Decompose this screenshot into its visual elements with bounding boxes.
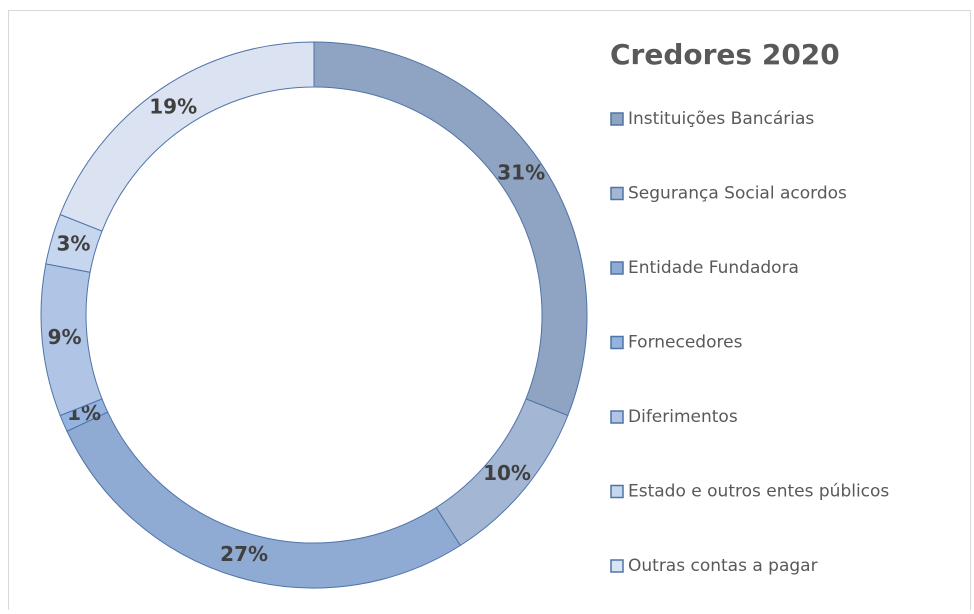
chart-title: Credores 2020 (610, 38, 840, 71)
legend-swatch (610, 335, 624, 350)
legend-swatch (610, 261, 624, 275)
legend-swatch (610, 410, 624, 424)
legend-swatch (610, 484, 624, 499)
legend-label: Diferimentos (628, 407, 738, 427)
data-label: 27% (220, 542, 268, 566)
donut-segment (313, 41, 588, 417)
legend-label: Estado e outros entes públicos (628, 482, 889, 502)
data-label: 3% (56, 232, 90, 256)
legend-swatch (610, 186, 624, 201)
data-label: 9% (48, 325, 82, 349)
legend-swatch (610, 559, 624, 573)
legend-label: Segurança Social acordos (628, 184, 847, 204)
legend-label: Fornecedores (628, 333, 743, 353)
chart-frame (8, 10, 971, 614)
legend-label: Outras contas a pagar (628, 556, 818, 576)
legend-swatch (610, 112, 624, 126)
data-label: 10% (483, 461, 531, 485)
donut-segment (59, 41, 315, 232)
legend-label: Entidade Fundadora (628, 258, 799, 278)
data-label: 19% (149, 94, 197, 118)
legend-label: Instituições Bancárias (628, 109, 814, 129)
data-label: 31% (497, 161, 545, 185)
